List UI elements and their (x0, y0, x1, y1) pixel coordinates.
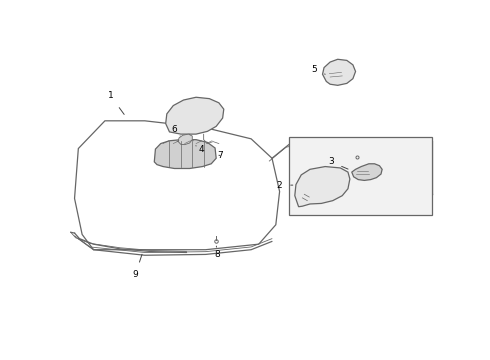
Text: 2: 2 (277, 181, 293, 190)
Polygon shape (178, 134, 192, 145)
Text: 3: 3 (328, 157, 348, 169)
Polygon shape (322, 59, 356, 85)
Polygon shape (166, 97, 224, 134)
Text: 5: 5 (311, 65, 325, 74)
Text: 8: 8 (214, 246, 220, 259)
Polygon shape (295, 167, 350, 207)
Polygon shape (154, 140, 216, 168)
Text: 1: 1 (108, 91, 124, 114)
Polygon shape (352, 164, 382, 180)
Polygon shape (74, 121, 280, 250)
Text: 7: 7 (217, 151, 223, 160)
Text: 6: 6 (172, 125, 180, 136)
Bar (289, 138, 432, 215)
Text: 4: 4 (196, 145, 204, 154)
Text: 9: 9 (132, 254, 142, 279)
